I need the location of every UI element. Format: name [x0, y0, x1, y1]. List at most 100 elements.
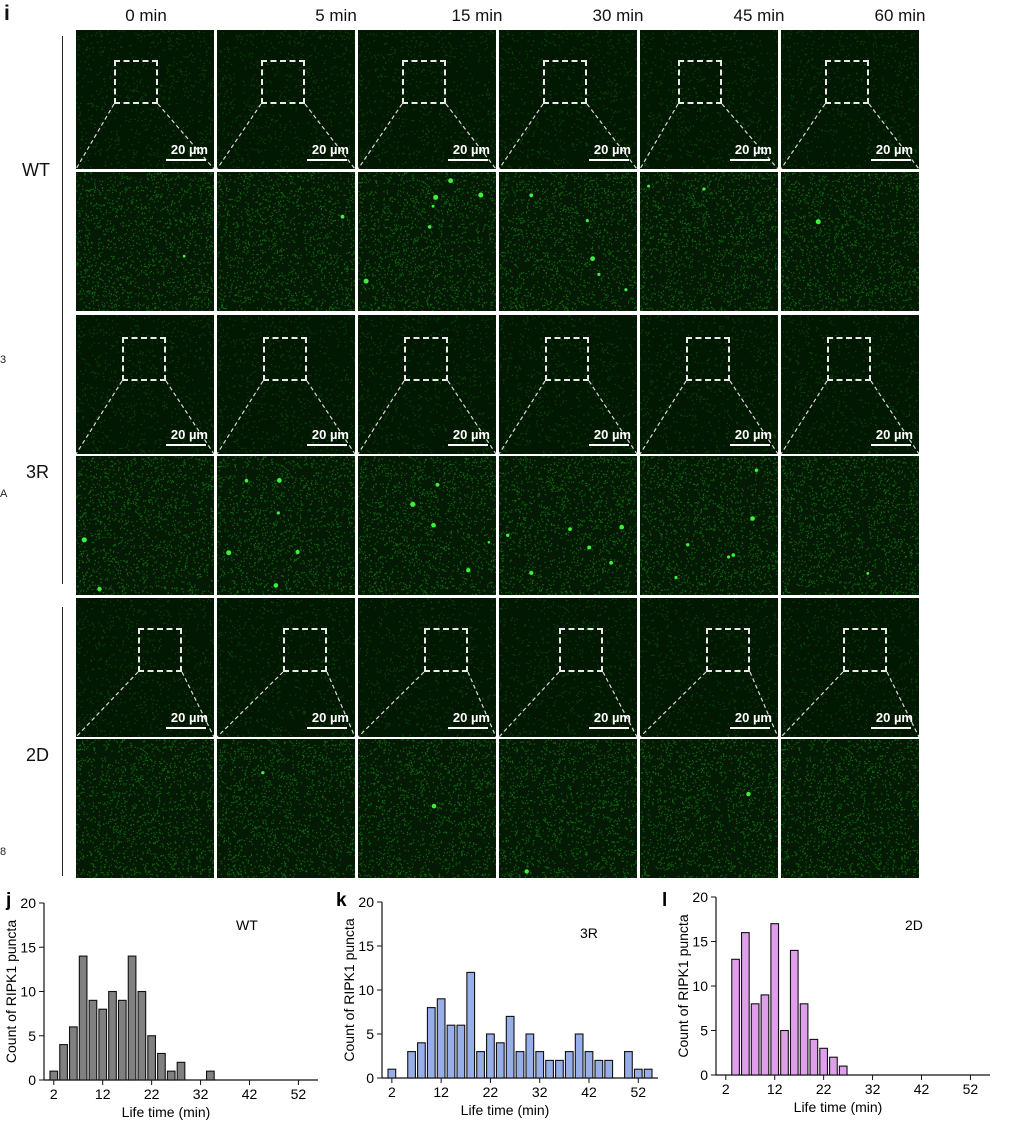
histogram-bar — [799, 1003, 809, 1076]
scale-bar — [448, 727, 488, 729]
micrograph-overview: 20 µm — [640, 30, 778, 169]
scale-bar-label: 20 µm — [170, 710, 208, 725]
x-tick-label: 32 — [865, 1081, 881, 1097]
histogram-bar — [584, 1051, 594, 1079]
x-tick-label: 22 — [483, 1084, 499, 1100]
panel-letter-l: l — [662, 890, 667, 911]
histogram-bar — [117, 999, 127, 1081]
micrograph-zoom — [499, 739, 637, 878]
histogram-bar — [59, 1044, 68, 1081]
row-label-2d: 2D — [26, 745, 50, 765]
scale-bar-label: 20 µm — [452, 710, 490, 725]
zoom-region-box — [402, 60, 446, 104]
y-tick-label: 15 — [692, 934, 708, 950]
histogram-bar — [535, 1051, 545, 1079]
y-tick-label: 0 — [28, 1072, 36, 1088]
histogram-bar — [838, 1065, 848, 1076]
histogram-bar — [486, 1033, 495, 1079]
micrograph-zoom — [781, 739, 919, 878]
histogram-bar — [88, 999, 98, 1081]
micrograph-overview: 20 µm — [640, 598, 778, 737]
histogram-bar — [643, 1068, 653, 1079]
y-tick-label: 0 — [366, 1070, 374, 1086]
histogram-bar — [166, 1070, 176, 1081]
micrograph-zoom — [76, 172, 214, 311]
histogram-bar — [137, 990, 147, 1081]
scale-bar-label: 20 µm — [875, 142, 913, 157]
scale-bar — [166, 444, 206, 446]
cropped-label-fragment: 3 — [0, 354, 7, 366]
histogram-bar — [545, 1059, 554, 1079]
zoom-region-box — [424, 628, 468, 672]
micrograph-zoom — [640, 739, 778, 878]
histogram-bar — [789, 949, 799, 1076]
zoom-region-box — [543, 60, 587, 104]
micrograph-overview: 20 µm — [217, 598, 355, 737]
scale-bar-label: 20 µm — [170, 427, 208, 442]
zoom-region-box — [138, 628, 182, 672]
x-tick-label: 52 — [630, 1084, 646, 1100]
histogram-bar — [809, 1038, 819, 1076]
histogram-bar — [98, 1008, 108, 1081]
scale-bar — [166, 727, 206, 729]
group-bracket-line — [62, 607, 63, 876]
micrograph-zoom — [217, 456, 355, 595]
time-label: 30 min — [592, 6, 644, 25]
micrograph-zoom — [781, 172, 919, 311]
histogram-bar — [633, 1068, 643, 1079]
histogram-bar — [555, 1059, 564, 1079]
y-tick-label: 0 — [700, 1067, 708, 1083]
scale-bar-label: 20 µm — [734, 142, 772, 157]
scale-bar-label: 20 µm — [452, 142, 490, 157]
histogram-bar — [157, 1052, 166, 1081]
histogram-bar — [466, 971, 476, 1079]
scale-bar — [871, 727, 911, 729]
scale-bar — [448, 444, 488, 446]
x-tick-label: 2 — [722, 1081, 730, 1097]
micrograph-overview: 20 µm — [358, 30, 496, 169]
histogram-bar — [147, 1035, 157, 1081]
histogram-bar — [780, 1029, 789, 1076]
group-bracket-line — [62, 36, 63, 584]
scale-bar — [871, 444, 911, 446]
histogram-bar — [604, 1059, 614, 1079]
scale-bar — [166, 159, 206, 161]
scale-bar-label: 20 µm — [593, 427, 631, 442]
histogram-bar — [750, 1003, 760, 1076]
histogram-bar — [49, 1070, 59, 1081]
y-tick-label: 15 — [358, 938, 374, 954]
histogram-bar — [760, 994, 770, 1076]
micrograph-overview: 20 µm — [76, 315, 214, 454]
histogram-bar — [176, 1061, 186, 1081]
y-tick-label: 15 — [20, 939, 36, 955]
histogram-bar — [525, 1033, 535, 1079]
scale-bar-label: 20 µm — [170, 142, 208, 157]
micrograph-overview: 20 µm — [76, 30, 214, 169]
histogram-bar — [436, 998, 446, 1079]
x-tick-label: 32 — [532, 1084, 548, 1100]
scale-bar — [307, 727, 347, 729]
micrograph-zoom — [640, 456, 778, 595]
histogram-bar — [495, 1042, 505, 1079]
x-tick-label: 2 — [388, 1084, 396, 1100]
time-label: 45 min — [733, 6, 785, 25]
micrograph-zoom — [358, 172, 496, 311]
x-axis-title: Life time (min) — [461, 1102, 550, 1118]
micrograph-overview: 20 µm — [217, 30, 355, 169]
histogram-bar — [456, 1024, 466, 1079]
histogram-bar — [127, 955, 137, 1081]
x-tick-label: 32 — [193, 1086, 209, 1102]
histogram-bar — [78, 955, 88, 1081]
histogram-bar — [574, 1033, 584, 1079]
zoom-region-box — [825, 60, 869, 104]
histogram-j: j 0 5 10 15 20 2 12 22 32 42 52 Life time (min) Count… — [0, 886, 330, 1138]
scale-bar-label: 20 µm — [311, 142, 349, 157]
x-tick-label: 22 — [144, 1086, 160, 1102]
micrograph-overview: 20 µm — [358, 315, 496, 454]
histogram-bar — [476, 1051, 485, 1079]
y-axis-title: Count of RIPK1 puncta — [3, 920, 19, 1063]
scale-bar-label: 20 µm — [875, 427, 913, 442]
x-tick-label: 42 — [242, 1086, 258, 1102]
scale-bar-label: 20 µm — [875, 710, 913, 725]
micrograph-zoom — [781, 456, 919, 595]
